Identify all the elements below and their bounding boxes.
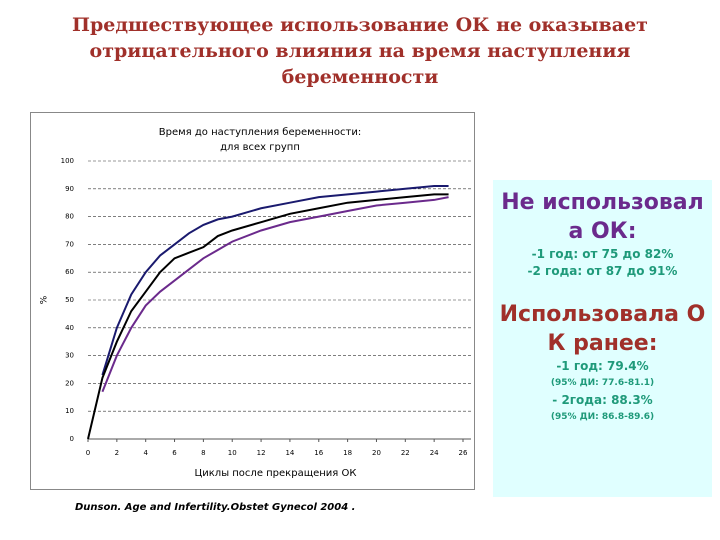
x-tick-label: 16 [314,449,323,457]
y-axis-label: % [40,295,50,304]
x-tick-label: 6 [172,449,177,457]
y-tick-label: 50 [65,296,74,304]
y-tick-label: 40 [65,324,74,332]
series-line [101,196,449,393]
x-tick-label: 24 [430,449,439,457]
x-tick-label: 22 [401,449,410,457]
chart-frame [30,112,475,490]
list-item: (95% ДИ: 86.8-89.6) [550,412,655,422]
side-box: Не использовала ОК: -1 год: от 75 до 82%… [493,180,712,497]
list-item: -1 год: от 75 до 82% [531,247,674,261]
series-line [101,185,449,376]
x-tick-label: 8 [201,449,205,457]
list-item: - 2года: 88.3% [552,393,653,407]
list-item: (95% ДИ: 77.6-81.1) [550,378,655,388]
list-item: -1 год: 79.4% [556,359,649,373]
y-tick-label: 90 [65,185,74,193]
series-line [87,193,449,440]
list: -1 год: 79.4% (95% ДИ: 77.6-81.1) - 2года:… [499,358,706,426]
x-tick-label: 4 [143,449,148,457]
y-tick-label: 0 [70,435,74,443]
list: -1 год: от 75 до 82% -2 года: от 87 до 91… [499,246,706,280]
y-tick-label: 20 [65,379,74,387]
y-tick-label: 30 [65,352,74,360]
x-tick-label: 14 [285,449,294,457]
x-tick-label: 0 [86,449,90,457]
chart-title: Время до наступления беременности: для в… [158,127,362,153]
y-tick-label: 100 [61,157,74,165]
x-tick-label: 26 [459,449,468,457]
x-axis-label: Циклы после прекращения ОК [195,468,357,479]
slide-title: Предшествующее использование ОК не оказы… [72,14,648,88]
x-tick-label: 20 [372,449,381,457]
x-tick-label: 10 [228,449,237,457]
heading: Использовала ОК ранее: [499,302,706,356]
x-tick-label: 12 [257,449,266,457]
list-item: -2 года: от 87 до 91% [527,264,678,278]
y-tick-label: 60 [65,268,74,276]
y-tick-label: 70 [65,240,74,248]
x-tick-label: 18 [343,449,352,457]
x-tick-label: 2 [115,449,119,457]
y-tick-label: 10 [65,407,74,415]
heading: Не использовала ОК: [501,190,704,244]
citation: Dunson. Age and Infertility.Obstet Gynec… [75,502,356,513]
y-tick-label: 80 [65,213,74,221]
